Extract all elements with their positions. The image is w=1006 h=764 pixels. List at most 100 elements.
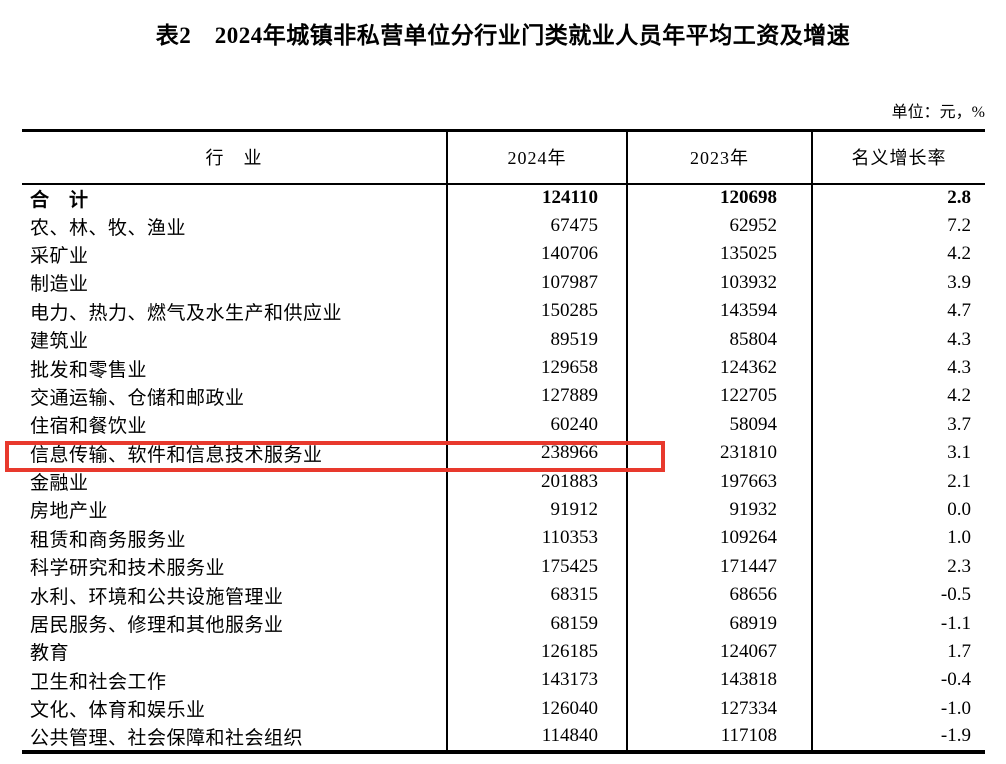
table-row: 住宿和餐饮业 60240 58094 3.7 [22,410,985,440]
table-row: 金融业 201883 197663 2.1 [22,467,985,496]
value-2023-cell: 109264 [626,524,812,553]
value-2023-cell: 122705 [626,382,812,411]
value-2023-cell: 171447 [626,552,812,581]
value-2024-cell: 201883 [446,467,627,496]
col-header-growth: 名义增长率 [811,130,985,185]
value-2024-cell: 91912 [446,495,627,525]
table-row: 居民服务、修理和其他服务业 68159 68919 -1.1 [22,609,985,638]
growth-rate-cell: 4.2 [811,382,985,411]
value-2024-cell: 67475 [446,211,627,241]
industry-cell: 房地产业 [30,501,109,523]
industry-cell: 信息传输、软件和信息技术服务业 [30,444,323,466]
industry-cell: 农、林、牧、渔业 [30,217,187,239]
growth-rate-cell: 3.7 [811,410,985,440]
industry-cell: 交通运输、仓储和邮政业 [30,387,245,409]
industry-cell: 水利、环境和公共设施管理业 [30,586,284,608]
growth-rate-cell: -0.4 [811,666,985,695]
industry-cell: 金融业 [30,473,89,495]
value-2024-cell: 126040 [446,694,627,723]
table-row: 房地产业 91912 91932 0.0 [22,495,985,525]
table-row: 电力、热力、燃气及水生产和供应业 150285 143594 4.7 [22,297,985,326]
industry-cell: 公共管理、社会保障和社会组织 [30,727,304,749]
growth-rate-cell: 7.2 [811,211,985,241]
value-2024-cell: 68159 [446,609,627,638]
table-row: 科学研究和技术服务业 175425 171447 2.3 [22,552,985,581]
value-2024-cell: 143173 [446,666,627,695]
growth-rate-cell: 2.8 [811,183,985,212]
growth-rate-cell: 1.0 [811,524,985,553]
wage-table: 行 业 2024年 2023年 名义增长率 合 计 124110 120698 2.8… [22,129,985,754]
value-2023-cell: 124362 [626,353,812,383]
table-row: 卫生和社会工作 143173 143818 -0.4 [22,666,985,695]
value-2023-cell: 197663 [626,467,812,496]
value-2024-cell: 175425 [446,552,627,581]
growth-rate-cell: 0.0 [811,495,985,525]
industry-cell: 居民服务、修理和其他服务业 [30,615,284,637]
table-row: 农、林、牧、渔业 67475 62952 7.2 [22,211,985,241]
value-2023-cell: 85804 [626,325,812,354]
table-row: 教育 126185 124067 1.7 [22,637,985,667]
value-2023-cell: 68919 [626,609,812,638]
value-2024-cell: 238966 [446,439,627,468]
value-2023-cell: 62952 [626,211,812,241]
table-row: 采矿业 140706 135025 4.2 [22,240,985,269]
value-2024-cell: 89519 [446,325,627,354]
industry-cell: 科学研究和技术服务业 [30,558,226,580]
unit-note: 单位：元，% [891,104,985,121]
table-title: 表2 2024年城镇非私营单位分行业门类就业人员年平均工资及增速 [155,23,851,48]
value-2023-cell: 231810 [626,439,812,468]
growth-rate-cell: -1.0 [811,694,985,723]
value-2023-cell: 117108 [626,722,812,752]
industry-cell: 批发和零售业 [30,359,148,381]
growth-rate-cell: 3.1 [811,439,985,468]
value-2023-cell: 120698 [626,183,812,212]
value-2023-cell: 103932 [626,268,812,298]
industry-cell: 租赁和商务服务业 [30,529,187,551]
table-row: 交通运输、仓储和邮政业 127889 122705 4.2 [22,382,985,411]
industry-cell: 电力、热力、燃气及水生产和供应业 [30,302,343,324]
value-2023-cell: 127334 [626,694,812,723]
value-2023-cell: 91932 [626,495,812,525]
value-2023-cell: 68656 [626,580,812,610]
growth-rate-cell: 1.7 [811,637,985,667]
value-2024-cell: 126185 [446,637,627,667]
table-row: 水利、环境和公共设施管理业 68315 68656 -0.5 [22,580,985,610]
value-2024-cell: 110353 [446,524,627,553]
industry-cell: 文化、体育和娱乐业 [30,700,206,722]
table-row: 合 计 124110 120698 2.8 [22,183,985,212]
industry-cell: 采矿业 [30,245,89,267]
growth-rate-cell: 2.3 [811,552,985,581]
table-row: 批发和零售业 129658 124362 4.3 [22,353,985,383]
growth-rate-cell: 4.7 [811,297,985,326]
growth-rate-cell: -1.1 [811,609,985,638]
industry-cell: 卫生和社会工作 [30,671,167,693]
growth-rate-cell: 3.9 [811,268,985,298]
value-2024-cell: 150285 [446,297,627,326]
value-2023-cell: 58094 [626,410,812,440]
value-2024-cell: 127889 [446,382,627,411]
header-row: 行 业 2024年 2023年 名义增长率 [22,130,985,185]
value-2024-cell: 68315 [446,580,627,610]
growth-rate-cell: 2.1 [811,467,985,496]
table-row: 文化、体育和娱乐业 126040 127334 -1.0 [22,694,985,723]
table-row: 制造业 107987 103932 3.9 [22,268,985,298]
industry-cell: 教育 [30,643,70,665]
value-2023-cell: 135025 [626,240,812,269]
col-header-2023: 2023年 [626,130,812,185]
value-2023-cell: 124067 [626,637,812,667]
growth-rate-cell: -0.5 [811,580,985,610]
col-header-industry: 行 业 [22,130,447,185]
industry-cell: 住宿和餐饮业 [30,416,148,438]
table-row: 租赁和商务服务业 110353 109264 1.0 [22,524,985,553]
value-2024-cell: 140706 [446,240,627,269]
value-2023-cell: 143818 [626,666,812,695]
growth-rate-cell: 4.3 [811,353,985,383]
table-row: 公共管理、社会保障和社会组织 114840 117108 -1.9 [22,722,985,752]
growth-rate-cell: 4.3 [811,325,985,354]
industry-cell: 合 计 [30,189,89,211]
industry-cell: 制造业 [30,274,89,296]
value-2024-cell: 114840 [446,722,627,752]
growth-rate-cell: -1.9 [811,722,985,752]
col-header-2024: 2024年 [446,130,627,185]
value-2024-cell: 60240 [446,410,627,440]
